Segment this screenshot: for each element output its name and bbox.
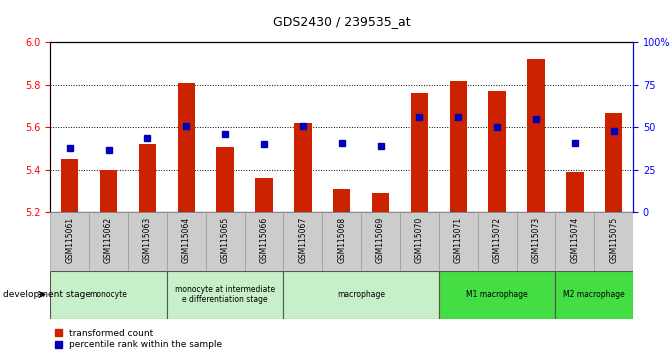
Text: macrophage: macrophage: [337, 290, 385, 299]
Text: monocyte: monocyte: [90, 290, 127, 299]
Bar: [50, 271, 167, 319]
Bar: [566, 172, 584, 212]
Bar: [478, 212, 517, 271]
Text: monocyte at intermediate
e differentiation stage: monocyte at intermediate e differentiati…: [175, 285, 275, 304]
Bar: [89, 212, 128, 271]
Bar: [439, 271, 555, 319]
Bar: [555, 212, 594, 271]
Bar: [216, 147, 234, 212]
Bar: [294, 123, 312, 212]
Text: GSM115074: GSM115074: [570, 217, 580, 263]
Text: GSM115063: GSM115063: [143, 217, 152, 263]
Bar: [178, 83, 195, 212]
Bar: [100, 170, 117, 212]
Bar: [333, 189, 350, 212]
Text: M2 macrophage: M2 macrophage: [563, 290, 625, 299]
Text: GSM115064: GSM115064: [182, 217, 191, 263]
Bar: [167, 212, 206, 271]
Bar: [527, 59, 545, 212]
Text: M1 macrophage: M1 macrophage: [466, 290, 528, 299]
Bar: [594, 212, 633, 271]
Bar: [322, 212, 361, 271]
Bar: [61, 159, 78, 212]
Text: GSM115070: GSM115070: [415, 217, 424, 263]
Bar: [255, 178, 273, 212]
Text: GSM115062: GSM115062: [104, 217, 113, 263]
Bar: [50, 212, 89, 271]
Bar: [206, 212, 245, 271]
Text: GSM115071: GSM115071: [454, 217, 463, 263]
Bar: [372, 193, 389, 212]
Bar: [361, 212, 400, 271]
Text: GSM115065: GSM115065: [220, 217, 230, 263]
Text: GSM115066: GSM115066: [259, 217, 269, 263]
Bar: [450, 81, 467, 212]
Bar: [400, 212, 439, 271]
Bar: [128, 212, 167, 271]
Legend: transformed count, percentile rank within the sample: transformed count, percentile rank withi…: [55, 329, 222, 349]
Bar: [139, 144, 156, 212]
Text: GSM115072: GSM115072: [492, 217, 502, 263]
Text: GSM115075: GSM115075: [609, 217, 618, 263]
Bar: [167, 271, 283, 319]
Text: GSM115068: GSM115068: [337, 217, 346, 263]
Text: GSM115069: GSM115069: [376, 217, 385, 263]
Text: development stage: development stage: [3, 290, 91, 299]
Bar: [555, 271, 633, 319]
Bar: [605, 113, 622, 212]
Bar: [517, 212, 555, 271]
Bar: [283, 271, 439, 319]
Bar: [245, 212, 283, 271]
Bar: [439, 212, 478, 271]
Text: GDS2430 / 239535_at: GDS2430 / 239535_at: [273, 15, 411, 28]
Text: GSM115061: GSM115061: [65, 217, 74, 263]
Bar: [283, 212, 322, 271]
Bar: [488, 91, 506, 212]
Text: GSM115073: GSM115073: [531, 217, 541, 263]
Text: GSM115067: GSM115067: [298, 217, 308, 263]
Bar: [411, 93, 428, 212]
